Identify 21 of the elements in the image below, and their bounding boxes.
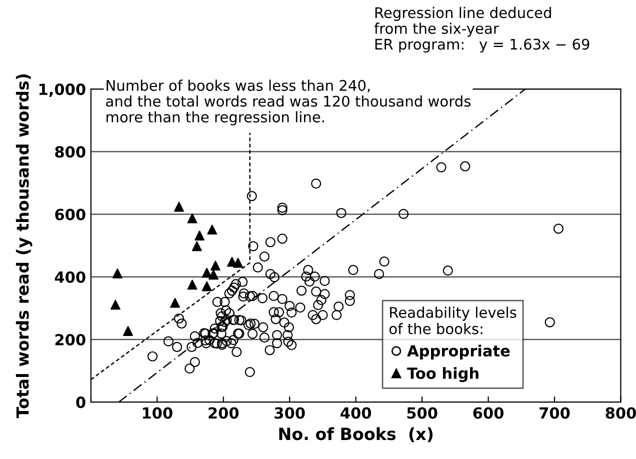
text: Regression line deduced from the six-year ER program: y = 1.63x − 69	[374, 6, 590, 53]
legend-label: Appropriate	[407, 344, 510, 360]
x-tick-label: 300	[274, 407, 305, 419]
y-tick-label: 600	[55, 208, 86, 220]
x-tick-label: 400	[340, 407, 372, 419]
legend-title: Readability levels of the books:	[389, 306, 516, 334]
x-tick-label: 600	[473, 407, 504, 419]
legend-label: Too high	[407, 367, 478, 382]
y-tick-label: 200	[55, 334, 86, 346]
x-tick-label: 200	[208, 407, 239, 419]
x-axis-title: No. of Books (x)	[279, 427, 433, 442]
x-tick-label: 700	[540, 407, 570, 419]
y-tick-label: 1,000	[39, 84, 86, 98]
y-tick-label: 400	[54, 271, 86, 283]
x-tick-label: 100	[142, 407, 172, 419]
y-tick-label: 0	[76, 396, 86, 408]
annotation: Number of books was less than 240, and the total words read was 120 thousand words more than the regression line.	[106, 80, 471, 126]
x-tick-label: 800	[606, 407, 636, 419]
y-tick-label: 800	[55, 146, 86, 158]
x-tick-label: 500	[407, 407, 438, 419]
y-axis-title: Total words read (y thousand words)	[16, 74, 32, 418]
